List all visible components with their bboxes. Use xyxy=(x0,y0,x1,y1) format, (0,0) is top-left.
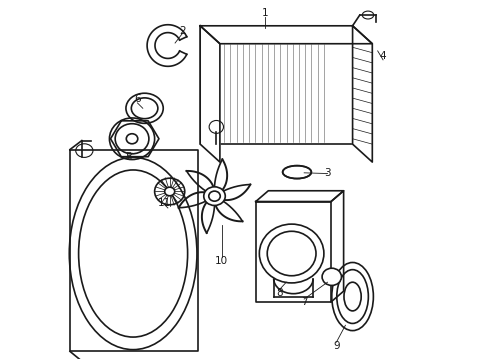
Polygon shape xyxy=(200,26,220,162)
Polygon shape xyxy=(353,26,372,162)
Text: 3: 3 xyxy=(324,168,331,178)
Text: 5: 5 xyxy=(125,152,132,162)
Text: 9: 9 xyxy=(333,341,340,351)
Polygon shape xyxy=(331,191,343,302)
Polygon shape xyxy=(200,26,372,44)
Polygon shape xyxy=(111,121,159,157)
Text: 1: 1 xyxy=(261,8,268,18)
Text: 6: 6 xyxy=(134,94,141,104)
Text: 10: 10 xyxy=(215,256,228,266)
Text: 11: 11 xyxy=(158,198,171,208)
Ellipse shape xyxy=(283,166,311,179)
Polygon shape xyxy=(256,191,343,202)
Text: 2: 2 xyxy=(179,26,186,36)
Ellipse shape xyxy=(165,187,175,196)
Text: 4: 4 xyxy=(380,51,387,61)
Ellipse shape xyxy=(322,268,342,285)
Polygon shape xyxy=(200,26,353,144)
Text: 7: 7 xyxy=(301,297,308,307)
Polygon shape xyxy=(70,149,197,351)
Polygon shape xyxy=(256,202,331,302)
Text: 8: 8 xyxy=(276,288,282,298)
Ellipse shape xyxy=(204,187,225,206)
